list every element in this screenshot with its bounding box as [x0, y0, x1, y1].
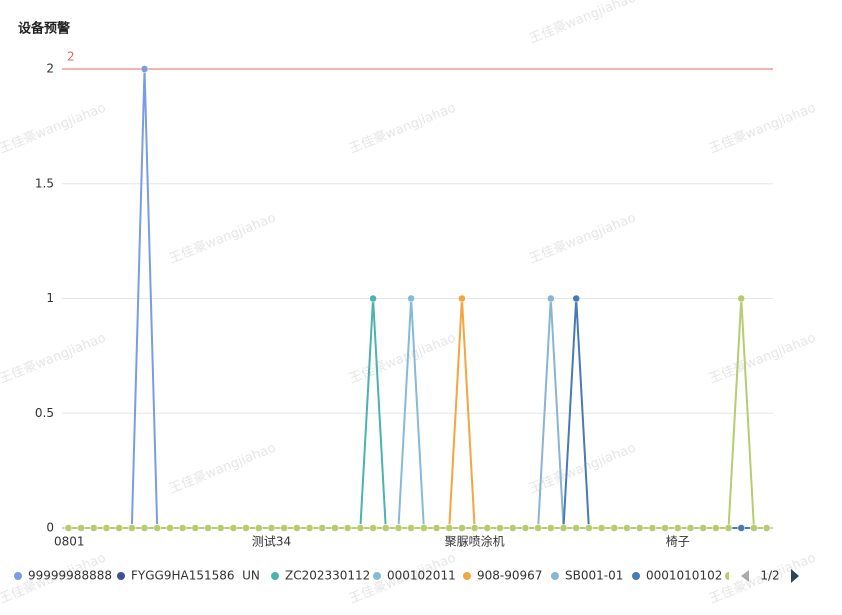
point	[293, 524, 301, 532]
legend-label: 99999988888	[28, 569, 112, 583]
point	[242, 524, 250, 532]
point	[89, 524, 98, 532]
legend-icon	[373, 572, 381, 580]
point	[382, 524, 390, 532]
y-tick-label: 1.5	[35, 176, 54, 190]
legend-page: 1/2	[760, 569, 779, 583]
point	[597, 524, 606, 532]
legend-label: FYGG9HA151586 UN	[131, 569, 260, 583]
legend-label: SB001-01	[565, 569, 623, 583]
point	[712, 524, 720, 532]
legend-icon	[632, 572, 640, 580]
point	[204, 524, 212, 532]
point	[483, 524, 492, 532]
point	[153, 524, 161, 532]
point	[737, 524, 746, 532]
point	[331, 524, 339, 532]
x-tick-label: 0801	[54, 535, 85, 549]
point	[267, 524, 276, 532]
point	[166, 524, 174, 532]
point	[64, 524, 73, 532]
point	[458, 524, 466, 532]
point	[724, 524, 733, 532]
legend-label: 000102011	[387, 569, 456, 583]
point	[369, 294, 377, 303]
point	[140, 65, 149, 73]
point	[470, 524, 479, 532]
point	[623, 524, 631, 532]
x-tick-label: 测试34	[252, 534, 291, 549]
point	[521, 524, 530, 532]
point	[610, 524, 619, 532]
point	[661, 524, 669, 532]
x-tick-label: 聚脲喷涂机	[445, 534, 505, 549]
point	[648, 524, 657, 532]
x-tick-label: 椅子	[666, 535, 690, 549]
point	[280, 524, 288, 532]
y-tick-label: 1	[46, 291, 54, 305]
legend-prev[interactable]	[741, 570, 749, 582]
legend-icon	[463, 572, 471, 580]
point	[572, 294, 580, 303]
point	[343, 524, 352, 532]
y-tick-label: 0.5	[35, 406, 54, 420]
point	[178, 524, 187, 532]
y-tick-label: 2	[46, 62, 54, 76]
point	[128, 524, 136, 532]
point	[420, 524, 428, 532]
point	[508, 524, 517, 532]
point	[305, 524, 314, 532]
point	[394, 524, 403, 532]
point	[496, 524, 504, 532]
point	[674, 524, 682, 532]
legend-icon	[725, 572, 729, 580]
point	[432, 524, 441, 532]
point	[635, 524, 644, 532]
point	[255, 524, 263, 532]
y-tick-label: 0	[46, 521, 54, 535]
point	[572, 524, 580, 532]
point	[102, 524, 111, 532]
point	[229, 524, 238, 532]
point	[369, 524, 377, 532]
point	[547, 294, 555, 303]
point	[737, 294, 746, 303]
point	[534, 524, 542, 532]
legend-label: ZC202330112	[285, 569, 370, 583]
legend-icon	[117, 572, 125, 580]
point	[445, 524, 453, 532]
mark-line-label: 2	[67, 50, 75, 64]
point	[115, 524, 123, 532]
point	[458, 294, 466, 303]
point	[140, 524, 149, 532]
plot: 0 0.5 1 1.5 2 0801 测试34 聚脲喷涂机 椅子 2	[35, 50, 773, 549]
legend-next[interactable]	[791, 569, 799, 583]
point	[585, 524, 593, 532]
point	[699, 524, 707, 532]
point	[407, 524, 415, 532]
point	[407, 294, 415, 303]
legend-icon	[14, 572, 22, 580]
point	[77, 524, 85, 532]
point	[318, 524, 327, 532]
legend: 99999988888 FYGG9HA151586 UN ZC202330112 00…	[14, 569, 729, 583]
point	[686, 524, 695, 532]
chart-title: 设备预警	[18, 21, 70, 37]
panel	[0, 0, 806, 615]
point	[750, 524, 758, 532]
point	[547, 524, 555, 532]
point	[559, 524, 568, 532]
legend-label: 0001010102	[646, 569, 722, 583]
legend-label: 908-90967	[477, 569, 542, 583]
point	[762, 524, 771, 532]
legend-icon	[271, 572, 279, 580]
point	[191, 524, 200, 532]
point	[356, 524, 365, 532]
legend-icon	[551, 572, 559, 580]
point	[216, 524, 225, 532]
